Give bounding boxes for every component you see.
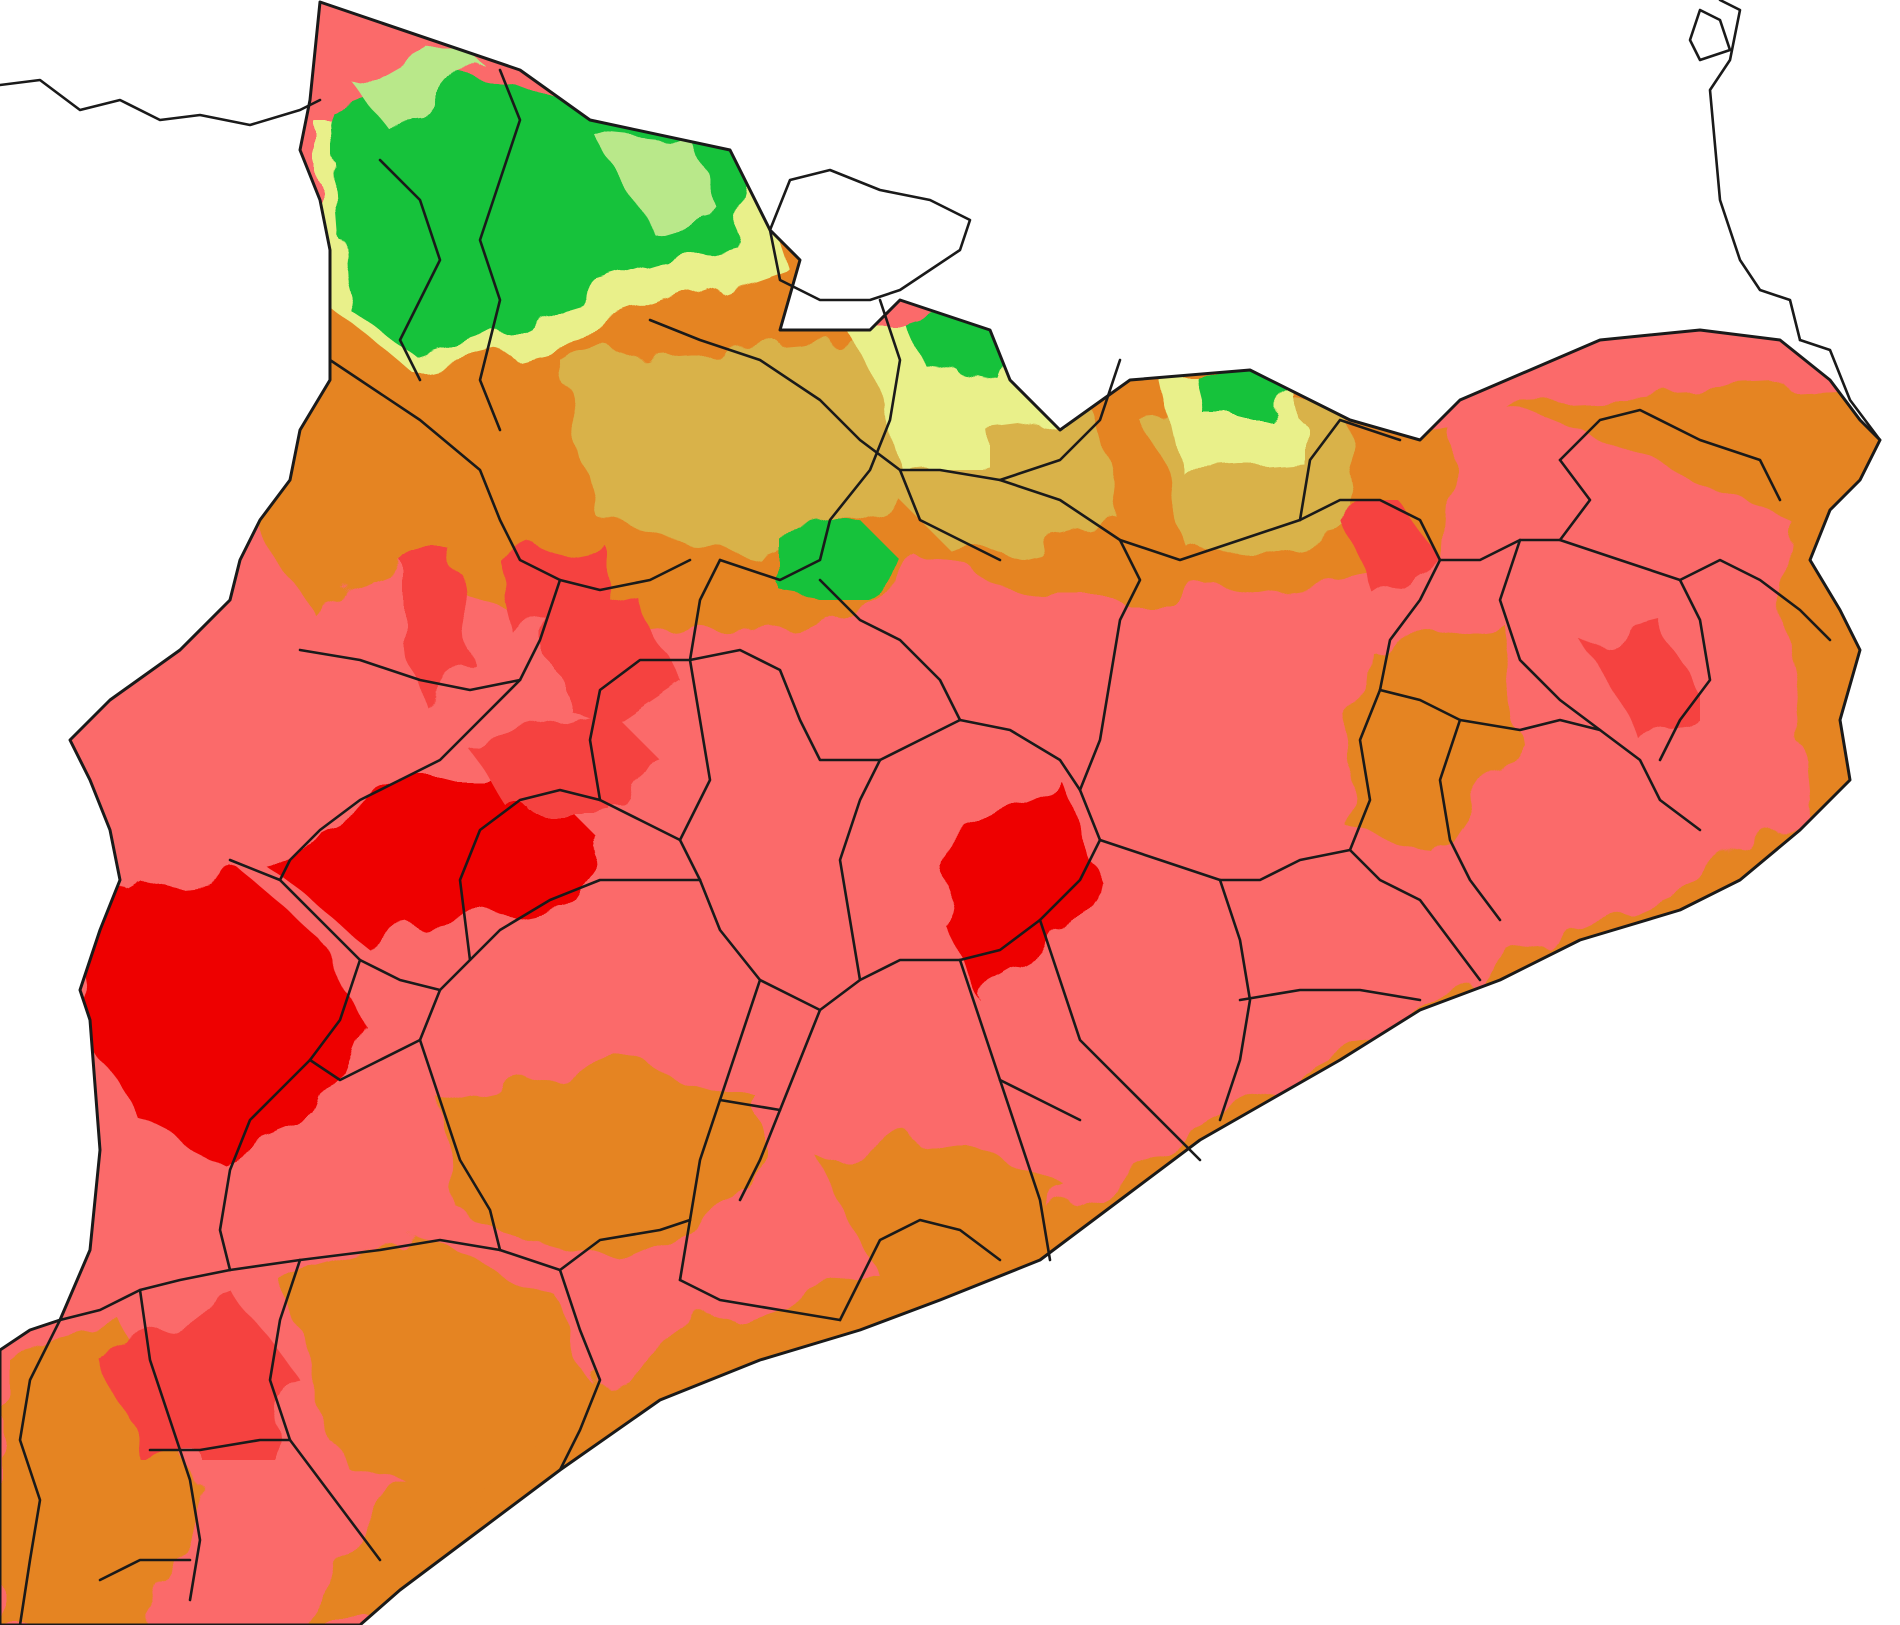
france-islet bbox=[1688, 8, 1732, 62]
france-border-east bbox=[1708, 0, 1802, 342]
andorra-outline bbox=[768, 168, 972, 302]
comarca-borders bbox=[18, 68, 1832, 1625]
yellow-green-transition bbox=[350, 40, 990, 470]
red-hotspots bbox=[70, 500, 1700, 1460]
france-border-west bbox=[0, 78, 322, 127]
coastline-north bbox=[1798, 338, 1882, 442]
